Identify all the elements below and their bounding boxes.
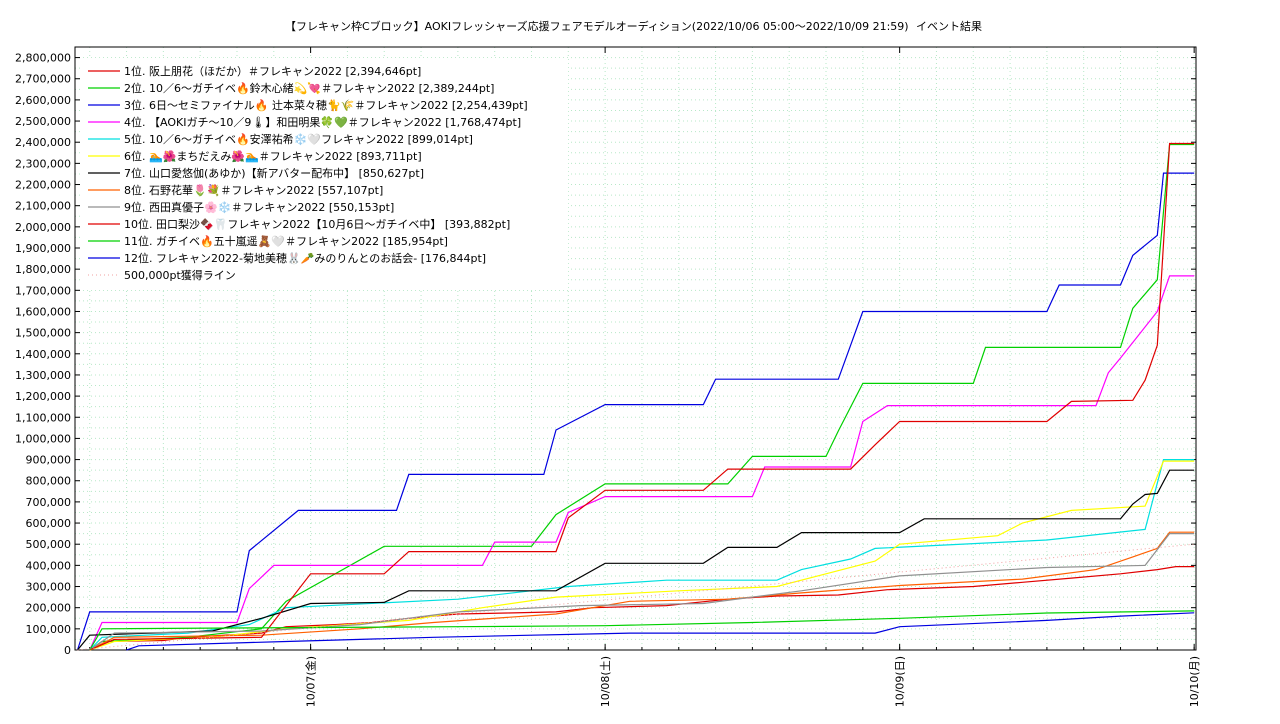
x-axis: 10/07(金) 10/08(土) 10/09(日) 10/10(月) <box>89 47 1201 707</box>
series-line <box>89 532 1195 651</box>
y-tick-label: 2,600,000 <box>15 94 71 107</box>
y-tick-label: 500,000 <box>26 538 72 551</box>
series-line <box>89 142 1195 651</box>
x-tick-label: 10/09(日) <box>894 656 907 707</box>
y-tick-label: 1,900,000 <box>15 242 71 255</box>
y-tick-label: 1,100,000 <box>15 411 71 424</box>
series-group <box>76 142 1195 651</box>
y-tick-label: 1,300,000 <box>15 369 71 382</box>
y-tick-label: 2,300,000 <box>15 157 71 170</box>
legend-label: 6位. 🏊🌺まちだえみ🌺🏊＃フレキャン2022 [893,711pt] <box>124 149 422 163</box>
y-tick-label: 1,600,000 <box>15 305 71 318</box>
y-tick-label: 2,000,000 <box>15 221 71 234</box>
legend-label: 8位. 石野花華🌷💐＃フレキャン2022 [557,107pt] <box>124 183 383 197</box>
series-line <box>89 143 1195 651</box>
y-tick-label: 800,000 <box>26 475 72 488</box>
legend-label: 4位. 【AOKIガチ〜10／9🌡】和田明果🍀💚＃フレキャン2022 [1,76… <box>124 115 521 129</box>
y-tick-label: 200,000 <box>26 602 72 615</box>
y-tick-label: 2,400,000 <box>15 136 71 149</box>
series-line <box>126 612 1195 651</box>
series-line <box>77 469 1195 651</box>
legend-background <box>82 58 568 290</box>
legend-label: 10位. 田口梨沙🍫🦷フレキャン2022【10月6日〜ガチイベ中】 [393,8… <box>124 217 510 231</box>
y-tick-label: 1,700,000 <box>15 284 71 297</box>
legend-label: 12位. フレキャン2022-菊地美穂🐰🥕みのりんとのお話会- [176,844… <box>124 251 486 265</box>
y-tick-label: 2,200,000 <box>15 179 71 192</box>
y-tick-label: 2,700,000 <box>15 73 71 86</box>
chart-title: 【フレキャン枠Cブロック】AOKIフレッシャーズ応援フェアモデルオーディション(… <box>285 19 909 33</box>
y-tick-label: 0 <box>64 644 71 657</box>
chart-subtitle: イベント結果 <box>916 19 982 33</box>
y-tick-label: 700,000 <box>26 496 72 509</box>
x-tick-label: 10/10(月) <box>1188 656 1201 707</box>
y-tick-label: 600,000 <box>26 517 72 530</box>
legend-label: 7位. 山口愛悠伽(あゆか)【新アバター配布中】 [850,627pt] <box>124 166 424 180</box>
legend-label: 11位. ガチイベ🔥五十嵐遥🧸🤍＃フレキャン2022 [185,954pt] <box>124 234 448 248</box>
y-axis: 0 100,000 200,000 300,000 400,000 500,000 600,… <box>15 52 1196 657</box>
legend-label: 1位. 阪上朋花（ほだか）＃フレキャン2022 [2,394,646pt] <box>124 64 421 78</box>
y-tick-label: 300,000 <box>26 581 72 594</box>
y-tick-label: 1,500,000 <box>15 327 71 340</box>
x-tick-label: 10/08(土) <box>599 656 612 707</box>
y-tick-label: 1,800,000 <box>15 263 71 276</box>
y-tick-label: 1,400,000 <box>15 348 71 361</box>
y-tick-label: 1,000,000 <box>15 432 71 445</box>
y-tick-label: 2,500,000 <box>15 115 71 128</box>
y-tick-label: 2,800,000 <box>15 52 71 65</box>
plot-frame <box>74 46 1197 651</box>
y-tick-label: 2,100,000 <box>15 200 71 213</box>
legend-label: 500,000pt獲得ライン <box>124 269 236 282</box>
legend-label: 9位. 西田真優子🌸❄️＃フレキャン2022 [550,153pt] <box>124 200 394 214</box>
series-line <box>89 610 1195 651</box>
legend-label: 3位. 6日〜セミファイナル🔥 辻本菜々穂🐈🌾＃フレキャン2022 [2,254… <box>124 98 528 112</box>
y-tick-label: 900,000 <box>26 454 72 467</box>
series-line <box>76 172 1195 651</box>
y-tick-label: 400,000 <box>26 559 72 572</box>
y-tick-label: 100,000 <box>26 623 72 636</box>
y-tick-label: 1,200,000 <box>15 390 71 403</box>
series-line <box>77 543 1195 651</box>
legend-label: 2位. 10／6〜ガチイベ🔥鈴木心緒💫💘＃フレキャン2022 [2,389,24… <box>124 81 494 96</box>
legend: 1位. 阪上朋花（ほだか）＃フレキャン2022 [2,394,646pt] 2位.… <box>82 58 568 290</box>
legend-label: 5位. 10／6〜ガチイベ🔥安澤祐希❄️🤍フレキャン2022 [899,014p… <box>124 132 473 146</box>
x-tick-label: 10/07(金) <box>304 656 318 707</box>
series-line <box>89 275 1195 651</box>
